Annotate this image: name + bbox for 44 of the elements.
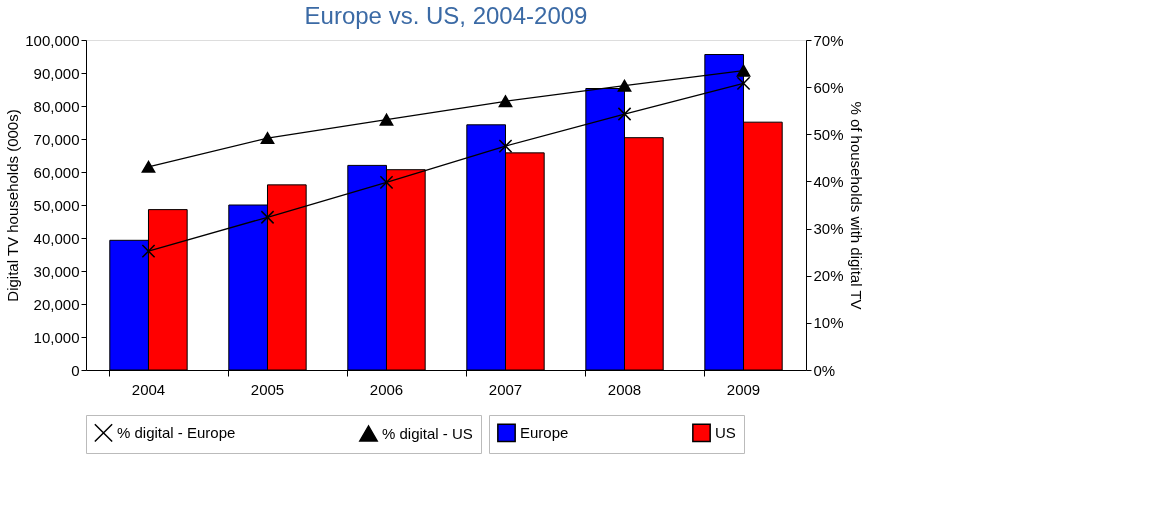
- x-tick-label: 2007: [488, 380, 523, 398]
- y-tick-label: 100,000: [25, 31, 80, 49]
- y2-tick-label: 30%: [813, 220, 844, 238]
- y-axis-title: Digital TV households (000s): [4, 109, 22, 302]
- y2-tick-label: 60%: [813, 78, 844, 96]
- point: [260, 210, 275, 225]
- y-tick-label: 60,000: [33, 163, 80, 181]
- y2-tick-label: 70%: [813, 31, 844, 49]
- y2-tick-label: 0%: [813, 361, 836, 379]
- point: [141, 244, 156, 259]
- y2-axis-title: % of households with digital TV: [847, 101, 865, 310]
- y-tick-label: 70,000: [33, 130, 80, 148]
- y2-tick-label: 20%: [813, 267, 844, 285]
- x-tick-label: 2004: [131, 380, 166, 398]
- y-tick-label: 50,000: [33, 196, 80, 214]
- point: [498, 95, 513, 108]
- x-tick-label: 2005: [250, 380, 285, 398]
- x-tick-label: 2008: [607, 380, 642, 398]
- point: [498, 139, 513, 153]
- y-tick-label: 0: [71, 361, 80, 379]
- y2-tick-label: 10%: [813, 314, 844, 332]
- y-tick-label: 10,000: [33, 328, 80, 346]
- point: [379, 113, 394, 126]
- chart-title: Europe vs. US, 2004-2009: [304, 2, 588, 29]
- point: [736, 64, 751, 77]
- y-tick-label: 40,000: [33, 229, 80, 247]
- point: [617, 107, 632, 121]
- point: [617, 79, 632, 92]
- y2-tick-label: 40%: [813, 172, 844, 190]
- legend-label: % digital - US: [382, 424, 473, 442]
- point: [379, 175, 394, 190]
- point: [736, 76, 751, 91]
- y-tick-label: 90,000: [33, 64, 80, 82]
- point: [141, 160, 156, 173]
- y-tick-label: 30,000: [33, 262, 80, 280]
- legend-label: Europe: [520, 423, 569, 441]
- y2-tick-label: 50%: [813, 125, 844, 143]
- point: [260, 132, 275, 145]
- legend-label: % digital - Europe: [117, 423, 236, 441]
- y-tick-label: 80,000: [33, 97, 80, 115]
- x-tick-label: 2006: [369, 380, 404, 398]
- x-tick-label: 2009: [726, 380, 761, 398]
- y-tick-label: 20,000: [33, 295, 80, 313]
- legend-label: US: [715, 423, 736, 441]
